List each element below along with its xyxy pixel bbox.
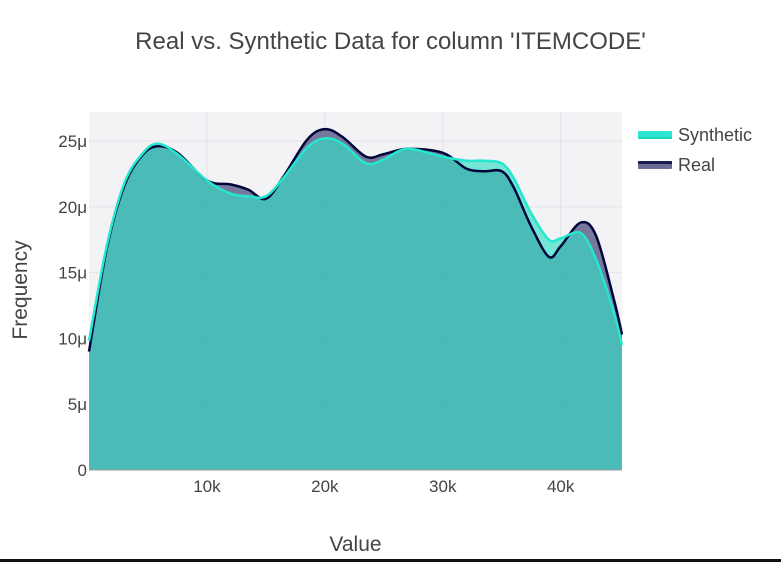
legend-swatch-real [638,161,672,169]
legend-item-synthetic[interactable]: Synthetic [638,120,752,150]
line-synthetic [87,136,624,346]
y-tick-label: 20μ [58,198,87,217]
area-fill-synthetic [89,138,622,471]
density-areas [87,127,624,471]
legend-item-real[interactable]: Real [638,150,752,180]
y-axis-label: Frequency [9,240,32,340]
x-axis-label: Value [329,533,382,556]
y-tick-label: 0 [78,461,87,480]
legend-swatch-synthetic [638,131,672,139]
y-tick-label: 5μ [68,395,87,414]
y-tick-label: 15μ [58,264,87,283]
x-tick-label: 40k [547,477,575,496]
x-tick-label: 20k [311,477,339,496]
legend-label-real: Real [678,154,716,175]
legend: Synthetic Real [638,120,752,180]
y-tick-label: 25μ [58,132,87,151]
x-tick-label: 30k [429,477,457,496]
y-tick-label: 10μ [58,329,87,348]
axis-ticks: 10k 20k 30k 40k 0 5μ 10μ 15μ 20μ 25μ [58,132,575,496]
chart-title: Real vs. Synthetic Data for column 'ITEM… [135,28,646,55]
x-tick-label: 10k [193,477,221,496]
bottom-border [0,559,781,562]
legend-label-synthetic: Synthetic [678,124,753,145]
line-real [87,127,624,352]
